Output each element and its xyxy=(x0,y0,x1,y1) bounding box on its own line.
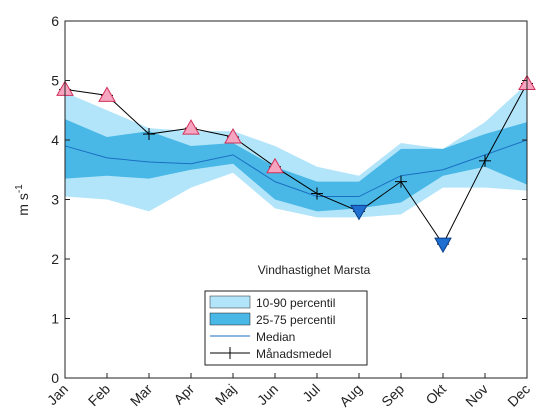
plus-marker xyxy=(143,128,155,141)
plus-marker xyxy=(311,187,323,200)
y-tick-label: 0 xyxy=(51,370,59,386)
y-label-sup: -1 xyxy=(14,184,25,193)
y-tick-label: 3 xyxy=(51,192,59,208)
triangle-down-marker xyxy=(350,204,368,221)
band-area xyxy=(65,119,527,212)
triangle-up-marker xyxy=(266,157,284,174)
y-tick-label: 1 xyxy=(51,311,59,327)
plus-marker xyxy=(395,175,407,188)
x-tick-label: Feb xyxy=(85,381,114,410)
triangle-up-marker xyxy=(182,119,200,135)
legend-label: 10-90 percentil xyxy=(256,296,335,310)
plus-marker xyxy=(479,154,491,167)
x-tick-label: Jan xyxy=(44,381,71,408)
legend-label: Månadsmedel xyxy=(256,347,331,361)
y-axis-label: m s-1 xyxy=(14,184,31,216)
y-tick-label: 6 xyxy=(51,13,59,29)
x-tick-label: Dec xyxy=(504,381,533,410)
x-tick-label: Okt xyxy=(422,381,449,408)
annotation: Vindhastighet Marsta xyxy=(258,263,371,277)
x-tick-label: Mar xyxy=(127,381,156,410)
legend-plus xyxy=(224,347,236,359)
legend-swatch xyxy=(209,312,251,326)
x-tick-label: Aug xyxy=(336,381,365,410)
legend: 10-90 percentil 25-75 percentil Median Måna… xyxy=(204,290,368,366)
x-tick-label: Apr xyxy=(170,381,197,408)
triangle-down-marker xyxy=(434,237,452,254)
legend-label: Median xyxy=(256,330,295,344)
series-line xyxy=(64,139,528,198)
triangle-up-marker xyxy=(224,128,242,144)
y-tick-label: 2 xyxy=(51,251,59,267)
triangle-up-marker xyxy=(98,86,116,102)
y-label-base: m s xyxy=(15,193,31,216)
x-tick-label: Sep xyxy=(378,381,407,410)
y-tick-label: 5 xyxy=(51,73,59,89)
series-line xyxy=(64,83,528,246)
x-tick-label: Jun xyxy=(254,381,281,408)
y-tick-label: 4 xyxy=(51,132,59,148)
legend-swatch xyxy=(209,295,251,309)
legend-label: 25-75 percentil xyxy=(256,313,335,327)
x-tick-label: Jul xyxy=(299,381,323,405)
x-tick-label: Nov xyxy=(462,381,491,410)
x-tick-label: Maj xyxy=(212,381,239,408)
